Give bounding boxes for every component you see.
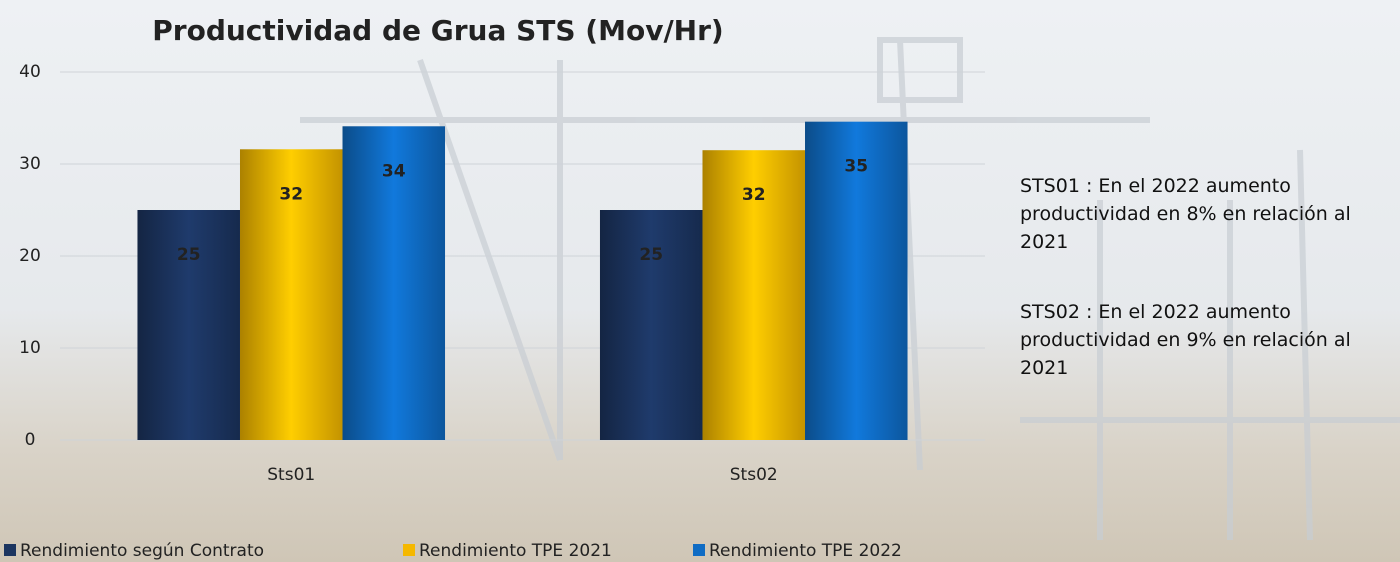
- x-tick-label: Sts02: [730, 465, 778, 485]
- data-label: 34: [382, 161, 406, 181]
- background-cranes: [300, 37, 1400, 541]
- data-label: 25: [177, 245, 201, 265]
- data-label: 25: [639, 245, 663, 265]
- x-tick-label: Sts01: [267, 465, 315, 485]
- data-label: 35: [844, 157, 868, 177]
- bar: [342, 126, 446, 440]
- y-tick-label: 40: [19, 62, 41, 82]
- y-tick-label: 10: [19, 338, 41, 358]
- data-label: 32: [279, 184, 303, 204]
- legend-label: Rendimiento TPE 2021: [419, 541, 612, 561]
- bar: [805, 121, 908, 441]
- bar: [702, 150, 806, 440]
- legend-label: Rendimiento TPE 2022: [709, 541, 902, 561]
- legend-label: Rendimiento según Contrato: [20, 541, 264, 561]
- legend-swatch: [693, 544, 705, 556]
- bar: [239, 149, 343, 440]
- legend-swatch: [403, 544, 415, 556]
- data-label: 32: [742, 185, 766, 205]
- y-tick-label: 0: [25, 430, 36, 450]
- bar: [137, 210, 240, 440]
- chart-title: Productividad de Grua STS (Mov/Hr): [152, 14, 723, 47]
- y-tick-label: 20: [19, 246, 41, 266]
- annotation: STS01 : En el 2022 aumento productividad…: [1020, 175, 1351, 253]
- legend-swatch: [4, 544, 16, 556]
- bar: [599, 210, 703, 440]
- y-tick-label: 30: [19, 154, 41, 174]
- annotation: STS02 : En el 2022 aumento productividad…: [1020, 301, 1351, 379]
